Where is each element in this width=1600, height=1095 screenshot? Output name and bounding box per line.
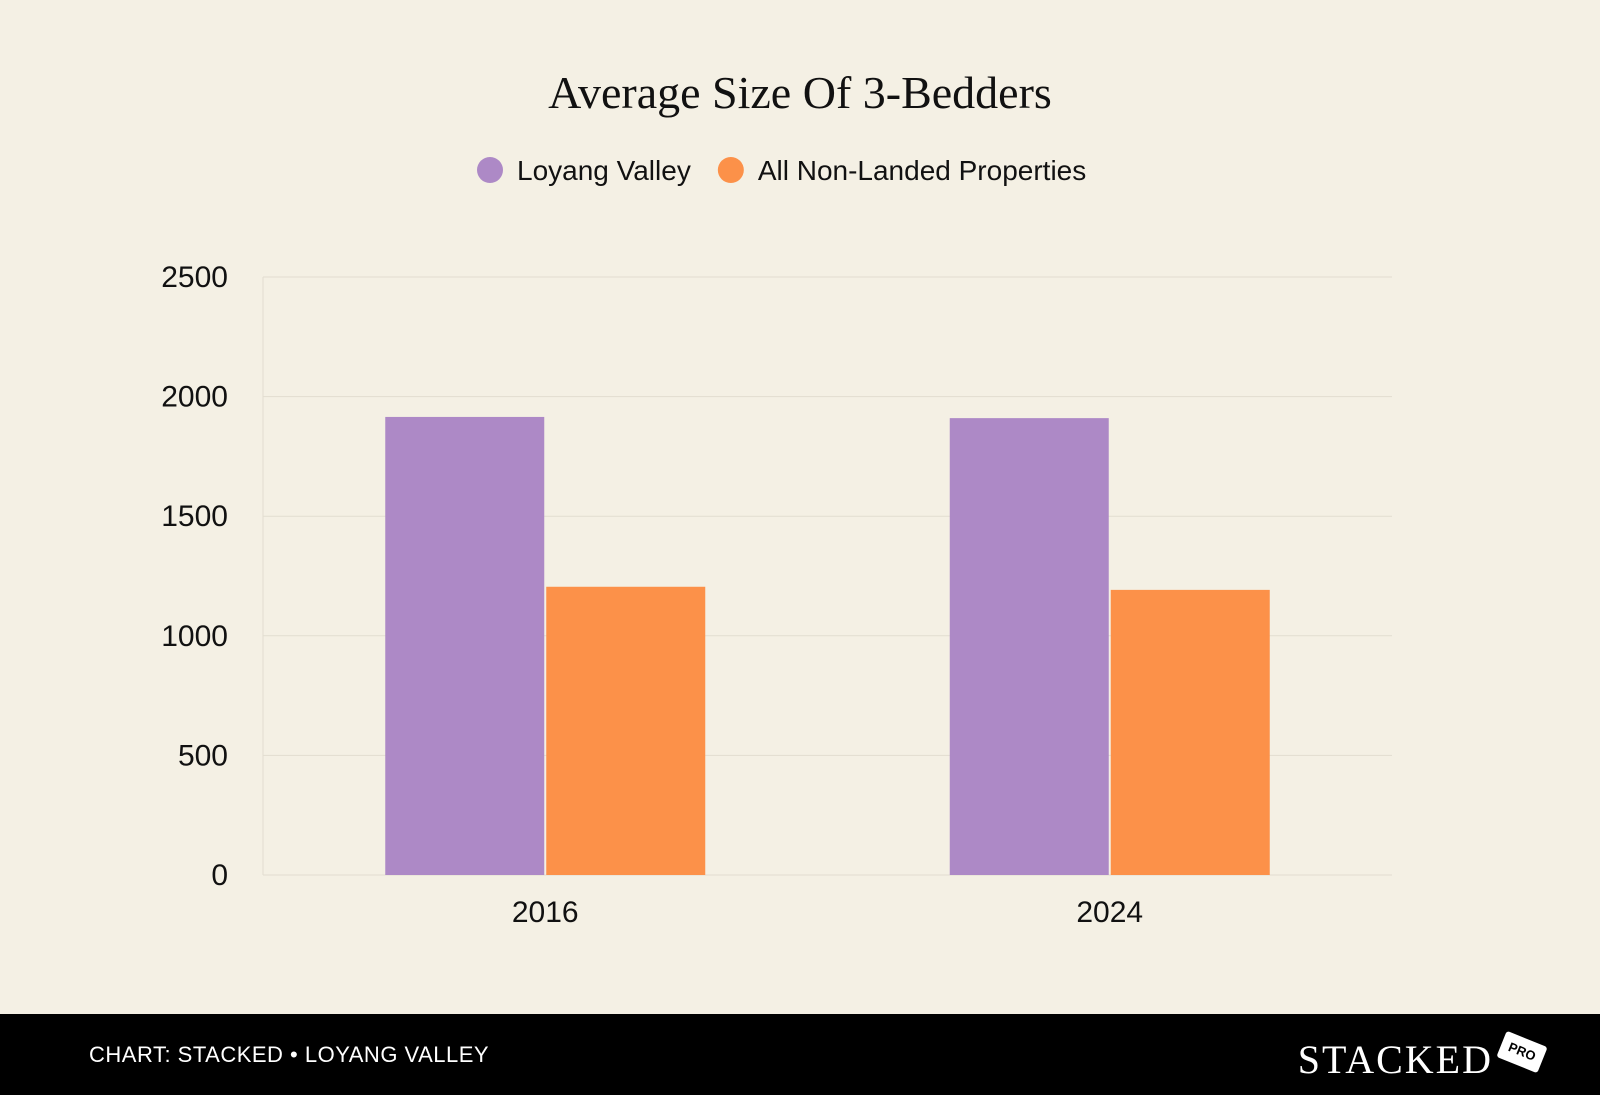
legend-label-0: Loyang Valley — [517, 155, 691, 186]
bar-2016-series-0 — [385, 416, 545, 875]
pro-badge: PRO — [1496, 1030, 1548, 1074]
bars — [385, 416, 1270, 875]
legend-marker-1 — [717, 157, 744, 183]
y-tick-label-1: 500 — [178, 739, 228, 772]
chart-source-caption: CHART: STACKED • LOYANG VALLEY — [89, 1042, 490, 1067]
brand-wordmark: STACKED — [1297, 1037, 1493, 1082]
x-tick-label-1: 2024 — [1076, 896, 1143, 929]
bar-2016-series-1 — [546, 586, 706, 875]
y-tick-label-4: 2000 — [161, 381, 228, 414]
chart-title: Average Size Of 3-Bedders — [548, 67, 1052, 118]
x-tick-label-0: 2016 — [512, 896, 579, 929]
y-tick-label-3: 1500 — [161, 500, 228, 533]
legend-label-1: All Non-Landed Properties — [758, 155, 1086, 186]
legend-marker-0 — [477, 157, 503, 183]
legend: Loyang Valley All Non-Landed Properties — [477, 155, 1086, 186]
stacked-logo: STACKED PRO — [1278, 1028, 1548, 1082]
y-tick-label-5: 2500 — [161, 261, 228, 294]
x-axis: 2016 2024 — [512, 896, 1143, 929]
y-tick-label-2: 1000 — [161, 620, 228, 653]
chart: Average Size Of 3-Bedders Loyang Valley A… — [161, 67, 1392, 929]
bar-2024-series-1 — [1110, 589, 1270, 875]
footer: CHART: STACKED • LOYANG VALLEY STACKED P… — [0, 1014, 1600, 1095]
bar-2024-series-0 — [949, 418, 1109, 875]
y-axis: 0 500 1000 1500 2000 2500 — [161, 261, 228, 892]
y-tick-label-0: 0 — [211, 859, 228, 892]
